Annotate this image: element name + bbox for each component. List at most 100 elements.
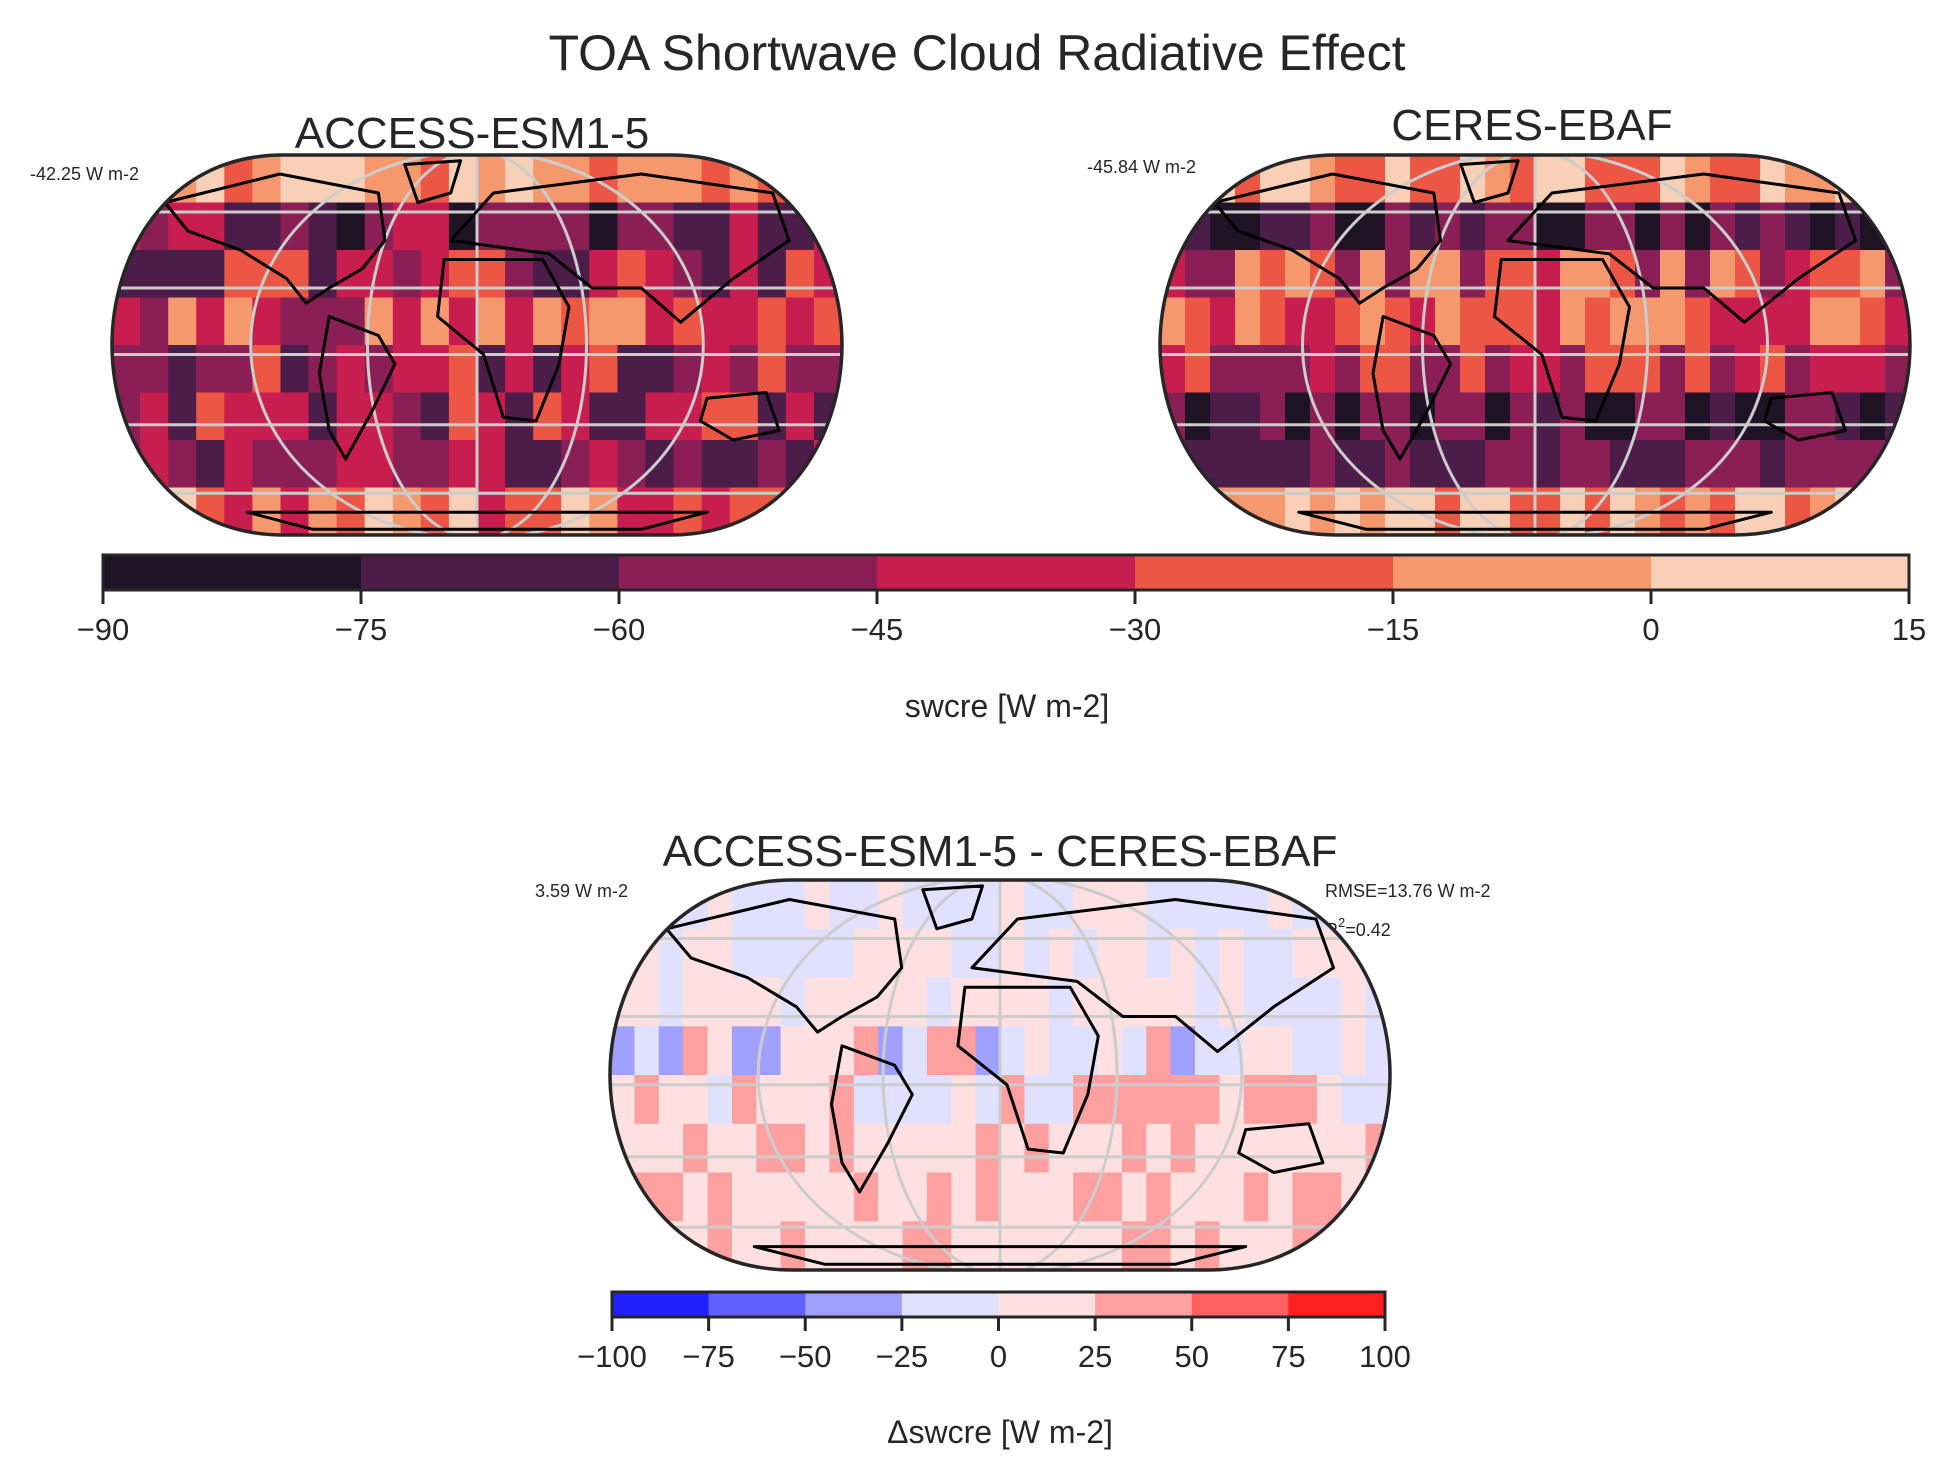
field-cell (785, 440, 815, 489)
field-cell (1235, 392, 1261, 441)
colorbar-tick-label: 25 (1078, 1339, 1112, 1374)
field-cell (902, 1026, 928, 1076)
field-cell (1316, 1221, 1342, 1270)
coastline (317, 315, 397, 461)
field-cell (364, 440, 394, 489)
field-cell (1268, 1075, 1294, 1125)
coastline (403, 159, 463, 204)
field-cell (1885, 155, 1910, 204)
field-cell (505, 440, 534, 489)
field-cell (196, 297, 225, 346)
mean-label-diff: 3.59 W m-2 (535, 881, 628, 901)
coastline (752, 1245, 1248, 1266)
field-cell (533, 250, 562, 299)
field-cell (617, 297, 647, 346)
field-cell (1860, 297, 1886, 346)
field-cell (1660, 297, 1686, 346)
field-cell (1260, 345, 1286, 394)
field-cell (1000, 880, 1025, 930)
field-cell (1235, 440, 1261, 489)
colorbar-tick-label: −30 (1109, 612, 1162, 647)
field-cell (729, 392, 759, 441)
field-cell (731, 1075, 757, 1125)
field-cell (1535, 440, 1561, 489)
coastline (436, 258, 571, 423)
field-cell (1485, 202, 1511, 251)
field-cell (707, 1075, 733, 1125)
field-cell (1760, 155, 1786, 204)
field-cell (224, 440, 253, 489)
field-cell (1210, 297, 1236, 346)
field-cell (1885, 440, 1910, 489)
field-cell (707, 1123, 733, 1174)
field-cell (1835, 250, 1861, 299)
field-cell (673, 440, 703, 489)
field-cell (1310, 440, 1336, 489)
colorbar-segment (612, 1292, 710, 1317)
field-cell (1760, 440, 1786, 489)
field-cell (757, 345, 787, 394)
field-cell (1365, 1172, 1390, 1222)
field-cell (1285, 392, 1311, 441)
field-cell (805, 977, 830, 1027)
field-cell (780, 1075, 806, 1125)
panel-title-diff: ACCESS-ESM1-5 - CERES-EBAF (663, 827, 1338, 876)
field-cell (1510, 392, 1536, 441)
field-cell (1660, 250, 1686, 299)
field-cell (1810, 297, 1836, 346)
field-cell (658, 1026, 684, 1076)
field-cell (1024, 1026, 1050, 1076)
field-cell (505, 202, 534, 251)
coastline (956, 985, 1100, 1155)
field-cell (1235, 202, 1261, 251)
field-cell (785, 155, 815, 204)
field-cell (1170, 1123, 1196, 1174)
field-cell (1210, 250, 1236, 299)
field-cell (1760, 202, 1786, 251)
field-cell (1121, 1026, 1147, 1076)
field-cell (589, 345, 618, 394)
field-cell (1185, 392, 1211, 441)
field-cell (448, 392, 478, 441)
field-cell (634, 1026, 660, 1076)
field-cell (707, 977, 733, 1027)
field-cell (813, 155, 842, 204)
field-cell (1235, 250, 1261, 299)
field-cell (1146, 928, 1172, 979)
field-cell (951, 928, 977, 979)
graticule-meridian (249, 155, 705, 535)
colorbar-tick-label: 75 (1271, 1339, 1305, 1374)
map-ceres-ebaf (1158, 153, 1912, 537)
field-cell (1024, 928, 1050, 979)
field-cell (196, 345, 225, 394)
field-cell (1760, 392, 1786, 441)
field-cell (1785, 297, 1811, 346)
field-cell (785, 345, 815, 394)
map-access-esm1-5 (110, 153, 844, 537)
field-cell (448, 250, 478, 299)
field-cell (1185, 250, 1211, 299)
field-cell (280, 297, 310, 346)
field-cell (1460, 297, 1486, 346)
field-cell (168, 250, 197, 299)
field-cell (1341, 1075, 1367, 1125)
colorbar-tick-label: −75 (335, 612, 388, 647)
field-cell (1335, 345, 1361, 394)
field-cell (1585, 250, 1611, 299)
field-cell (448, 440, 478, 489)
field-cell (731, 928, 757, 979)
field-cell (1560, 345, 1586, 394)
field-cell (1024, 880, 1050, 930)
field-cell (701, 345, 731, 394)
field-cell (168, 392, 197, 441)
field-cell (1735, 250, 1761, 299)
field-cell (420, 440, 450, 489)
field-cell (975, 1075, 1001, 1125)
field-cell (1360, 202, 1386, 251)
field-cell (707, 880, 733, 930)
field-cell (658, 1221, 684, 1270)
field-cell (658, 1172, 684, 1222)
colorbar-segment (1095, 1292, 1193, 1317)
field-cell (829, 1123, 855, 1174)
field-cell (926, 928, 952, 979)
